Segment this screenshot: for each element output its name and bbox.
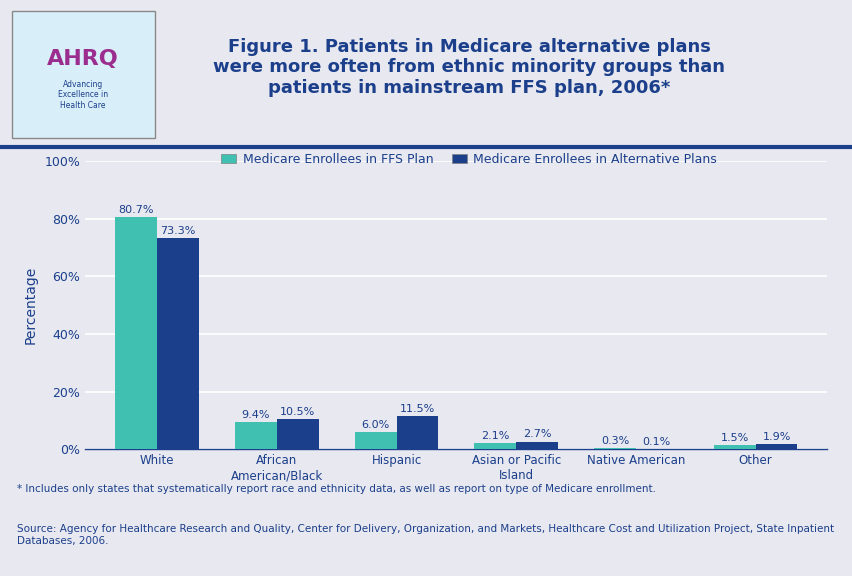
Text: 1.5%: 1.5%	[720, 433, 748, 442]
Bar	[157, 238, 199, 449]
Bar	[474, 444, 515, 449]
Text: 9.4%: 9.4%	[241, 410, 270, 420]
FancyBboxPatch shape	[12, 12, 155, 138]
Text: 11.5%: 11.5%	[400, 404, 435, 414]
Text: Advancing
Excellence in
Health Care: Advancing Excellence in Health Care	[58, 80, 108, 109]
Text: * Includes only states that systematically report race and ethnicity data, as we: * Includes only states that systematical…	[17, 484, 655, 494]
Bar	[354, 432, 396, 449]
Legend: Medicare Enrollees in FFS Plan, Medicare Enrollees in Alternative Plans: Medicare Enrollees in FFS Plan, Medicare…	[221, 153, 717, 166]
Bar	[396, 416, 438, 449]
Text: 2.1%: 2.1%	[481, 431, 509, 441]
Text: 73.3%: 73.3%	[160, 226, 195, 236]
Text: 2.7%: 2.7%	[522, 429, 550, 439]
Bar	[277, 419, 319, 449]
Bar	[755, 444, 797, 449]
Bar	[115, 217, 157, 449]
Y-axis label: Percentage: Percentage	[24, 266, 37, 344]
Bar	[515, 441, 557, 449]
Text: 80.7%: 80.7%	[118, 204, 153, 215]
Bar	[234, 422, 277, 449]
Text: 0.3%: 0.3%	[600, 436, 628, 446]
Text: Figure 1. Patients in Medicare alternative plans
were more often from ethnic min: Figure 1. Patients in Medicare alternati…	[213, 37, 724, 97]
Text: 10.5%: 10.5%	[279, 407, 315, 417]
Bar	[593, 448, 635, 449]
Text: 0.1%: 0.1%	[642, 437, 671, 447]
Text: 6.0%: 6.0%	[361, 420, 389, 430]
Text: Source: Agency for Healthcare Research and Quality, Center for Delivery, Organiz: Source: Agency for Healthcare Research a…	[17, 524, 833, 546]
Text: AHRQ: AHRQ	[47, 49, 119, 69]
Bar	[713, 445, 755, 449]
Text: 1.9%: 1.9%	[762, 431, 790, 441]
